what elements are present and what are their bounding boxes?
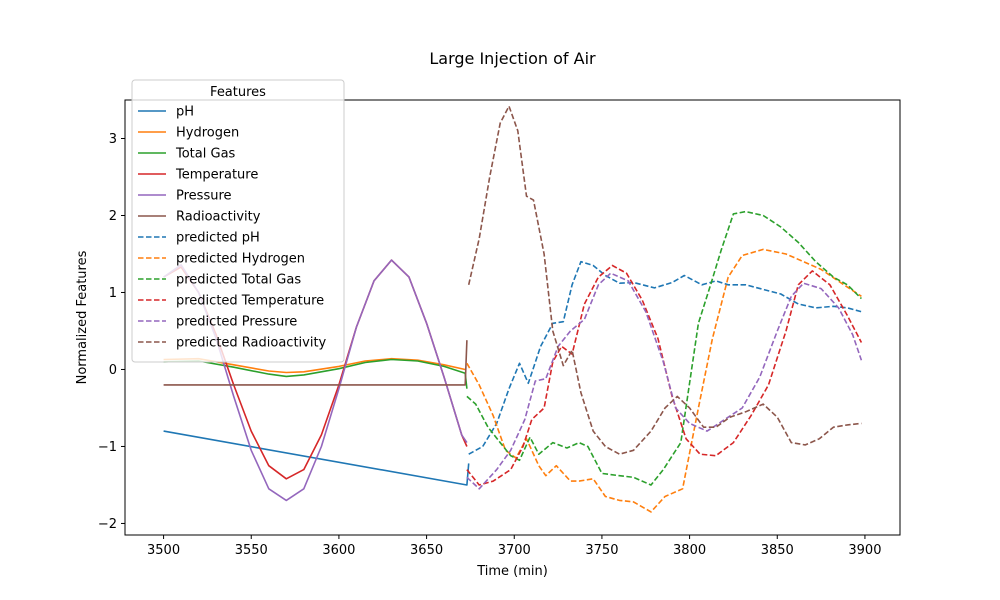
y-tick-label: 1	[109, 286, 117, 301]
legend-label: predicted pH	[176, 231, 260, 246]
x-tick-label: 3600	[322, 543, 355, 558]
legend-label: predicted Radioactivity	[176, 336, 327, 351]
x-tick-label: 3750	[585, 543, 618, 558]
legend-label: predicted Pressure	[176, 315, 297, 330]
legend-label: predicted Temperature	[176, 294, 324, 309]
legend-label: predicted Total Gas	[176, 273, 301, 288]
legend-title: Features	[210, 85, 266, 100]
series-line	[163, 358, 468, 389]
series-line	[467, 105, 862, 455]
x-tick-label: 3650	[410, 543, 443, 558]
series-layer	[163, 105, 863, 513]
legend-label: pH	[176, 105, 194, 120]
series-line	[163, 340, 468, 386]
legend-label: Radioactivity	[176, 210, 261, 225]
legend-label: Hydrogen	[176, 126, 239, 141]
y-tick-label: 0	[109, 363, 117, 378]
y-tick-label: 3	[109, 132, 117, 147]
x-tick-label: 3700	[498, 543, 531, 558]
y-tick-label: 2	[109, 209, 117, 224]
chart-title: Large Injection of Air	[429, 49, 596, 68]
x-tick-label: 3850	[761, 543, 794, 558]
y-tick-label: −1	[98, 440, 117, 455]
series-line	[466, 272, 863, 490]
series-line	[163, 357, 466, 374]
x-tick-label: 3550	[235, 543, 268, 558]
legend-label: Pressure	[176, 189, 232, 204]
plot-frame	[124, 99, 901, 536]
x-axis-label: Time (min)	[476, 564, 548, 579]
series-line	[466, 248, 862, 513]
ticks-layer: 3500 3550 3600 3650 3700 3750 3800 3850 3900 −2 −1…	[98, 132, 882, 558]
legend-label: Temperature	[175, 168, 258, 183]
legend-label: Total Gas	[175, 147, 236, 162]
series-line	[468, 260, 862, 455]
x-tick-label: 3500	[147, 543, 180, 558]
legend-label: predicted Hydrogen	[176, 252, 305, 267]
series-line	[466, 210, 862, 486]
legend-box	[131, 79, 345, 363]
x-tick-label: 3900	[848, 543, 881, 558]
series-line	[466, 264, 863, 486]
y-tick-label: −2	[98, 517, 117, 532]
legend: Features pH Hydrogen Total Gas Temperature P…	[131, 79, 345, 363]
y-axis-label: Normalized Features	[75, 250, 90, 384]
legend-items: pH Hydrogen Total Gas Temperature Pressure Ra…	[138, 105, 327, 351]
x-tick-label: 3800	[673, 543, 706, 558]
